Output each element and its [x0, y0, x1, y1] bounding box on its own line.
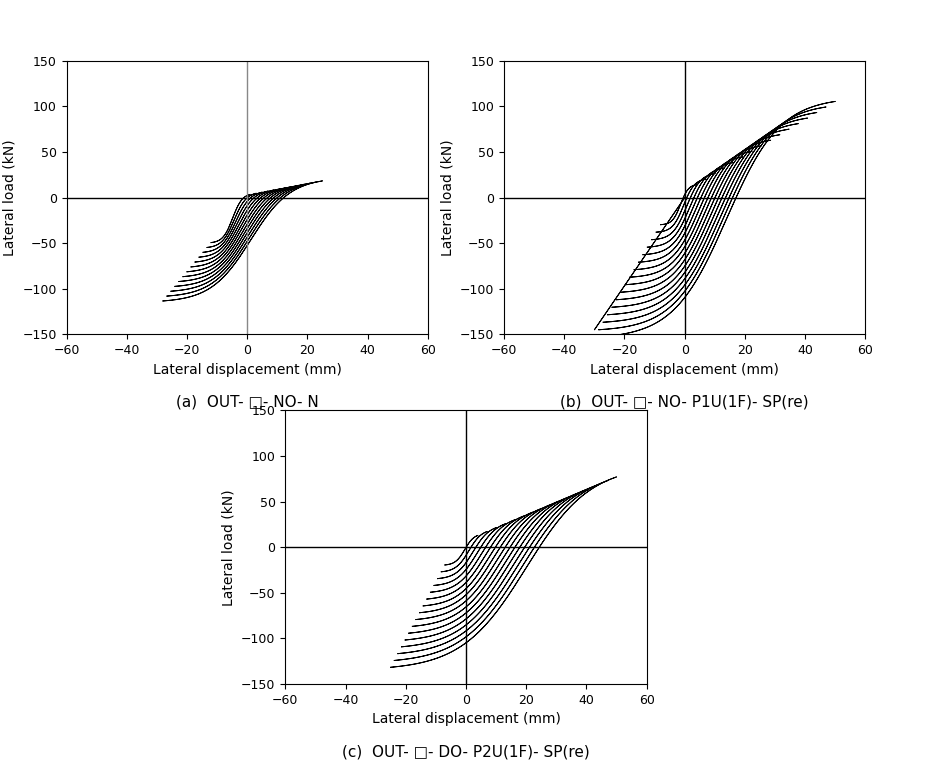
Text: (c)  OUT- □- DO- P2U(1F)- SP(re): (c) OUT- □- DO- P2U(1F)- SP(re) — [342, 744, 590, 759]
Text: (b)  OUT- □- NO- P1U(1F)- SP(re): (b) OUT- □- NO- P1U(1F)- SP(re) — [560, 394, 809, 410]
Y-axis label: Lateral load (kN): Lateral load (kN) — [440, 139, 455, 256]
Y-axis label: Lateral load (kN): Lateral load (kN) — [3, 139, 17, 256]
X-axis label: Lateral displacement (mm): Lateral displacement (mm) — [153, 363, 341, 377]
X-axis label: Lateral displacement (mm): Lateral displacement (mm) — [372, 712, 560, 727]
X-axis label: Lateral displacement (mm): Lateral displacement (mm) — [591, 363, 779, 377]
Text: (a)  OUT- □- NO- N: (a) OUT- □- NO- N — [176, 394, 319, 410]
Y-axis label: Lateral load (kN): Lateral load (kN) — [222, 489, 236, 606]
